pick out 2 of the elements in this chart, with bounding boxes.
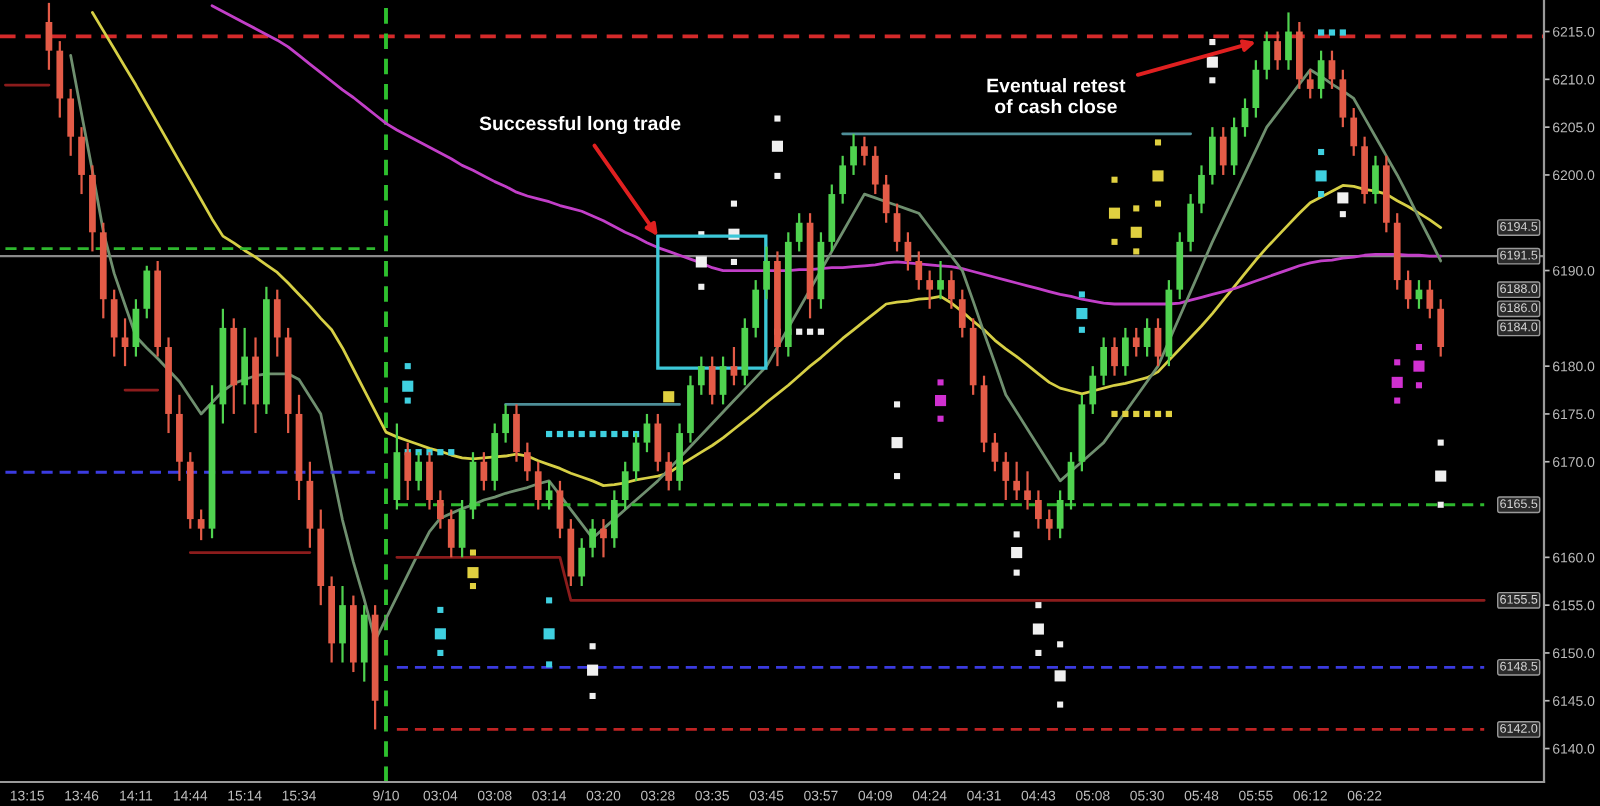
annotation: Successful long trade [479, 115, 681, 135]
annotation: Eventual retest of cash close [987, 78, 1126, 114]
